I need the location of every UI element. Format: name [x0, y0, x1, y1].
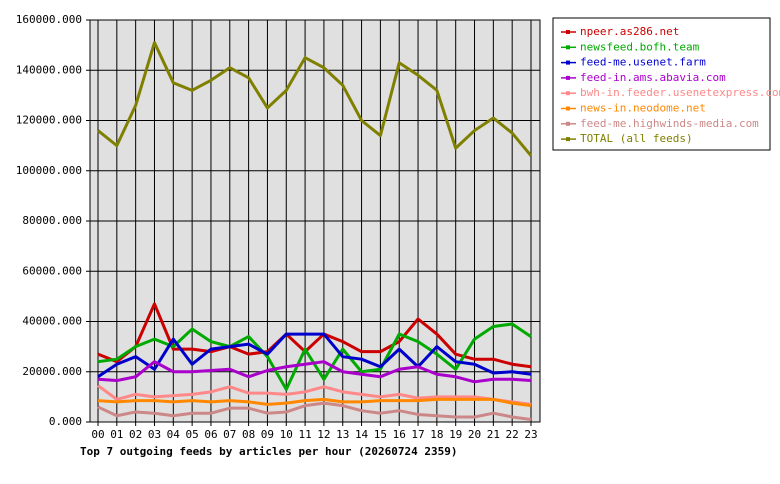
y-tick-label: 0.000	[49, 415, 82, 428]
legend-marker	[566, 121, 570, 126]
x-tick-label: 17	[411, 428, 424, 441]
legend-marker	[566, 30, 570, 34]
x-tick-label: 05	[186, 428, 199, 441]
x-tick-label: 22	[506, 428, 519, 441]
legend-label: npeer.as286.net	[580, 25, 679, 38]
x-tick-label: 11	[298, 428, 311, 441]
y-tick-label: 120000.000	[16, 114, 82, 127]
x-tick-label: 20	[468, 428, 481, 441]
legend-label: newsfeed.bofh.team	[580, 40, 700, 53]
legend	[552, 17, 771, 151]
x-tick-label: 12	[317, 428, 330, 441]
x-tick-label: 23	[524, 428, 537, 441]
series-line	[97, 397, 532, 408]
legend-marker	[566, 75, 570, 80]
x-tick-label: 08	[242, 428, 255, 441]
series-line	[97, 360, 532, 384]
y-tick-label: 80000.000	[22, 214, 82, 227]
x-tick-label: 14	[355, 428, 369, 441]
legend-label: news-in.neodome.net	[580, 102, 706, 115]
x-tick-label: 10	[280, 428, 293, 441]
y-tick-label: 160000.000	[16, 13, 82, 26]
x-tick-label: 16	[393, 428, 406, 441]
legend-label: bwh-in.feeder.usenetexpress.com	[580, 86, 780, 99]
legend-marker	[566, 60, 570, 65]
series-line	[97, 401, 532, 421]
x-tick-label: 15	[374, 428, 387, 441]
series-line	[97, 41, 533, 157]
chart-title: Top 7 outgoing feeds by articles per hou…	[80, 445, 458, 458]
x-tick-label: 13	[336, 428, 349, 441]
x-tick-label: 09	[261, 428, 274, 441]
y-tick-label: 140000.000	[16, 63, 82, 76]
x-tick-label: 21	[487, 428, 500, 441]
x-tick-label: 01	[110, 428, 123, 441]
x-tick-label: 19	[449, 428, 462, 441]
legend-marker	[566, 106, 570, 111]
y-tick-label: 60000.000	[22, 264, 82, 277]
x-tick-label: 04	[167, 428, 181, 441]
legend-marker	[566, 45, 570, 50]
x-tick-label: 06	[204, 428, 217, 441]
legend-label: feed-in.ams.abavia.com	[580, 71, 726, 84]
series-line	[97, 332, 532, 379]
x-tick-label: 00	[91, 428, 104, 441]
legend-marker	[566, 137, 570, 142]
x-tick-label: 18	[430, 428, 443, 441]
x-tick-label: 02	[129, 428, 142, 441]
legend-label: feed-me.highwinds-media.com	[580, 117, 759, 130]
x-tick-label: 03	[148, 428, 161, 441]
legend-label: TOTAL (all feeds)	[580, 132, 693, 145]
legend-marker	[566, 91, 570, 96]
series-line	[97, 384, 532, 406]
x-tick-label: 07	[223, 428, 236, 441]
y-tick-label: 40000.000	[22, 315, 82, 328]
y-tick-label: 20000.000	[22, 365, 82, 378]
y-tick-label: 100000.000	[16, 164, 82, 177]
legend-label: feed-me.usenet.farm	[580, 56, 706, 69]
